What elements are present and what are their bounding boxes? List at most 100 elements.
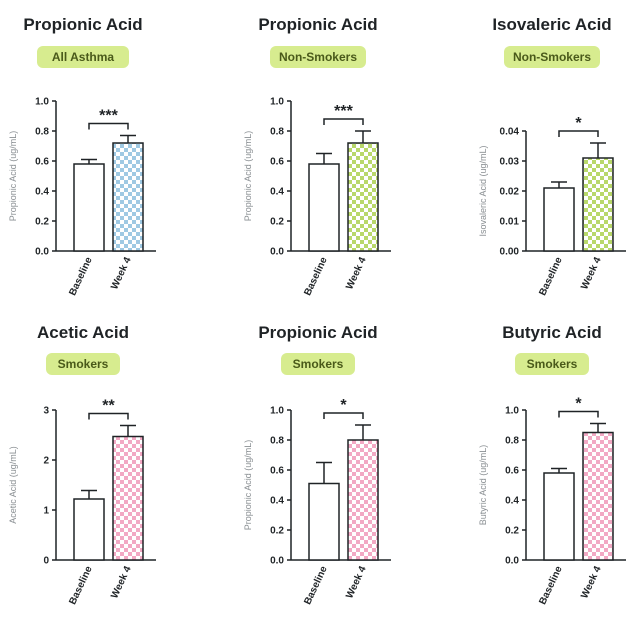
chart-title: Propionic Acid [258,323,377,342]
category-label-baseline: Baseline [302,255,330,297]
y-tick-label: 1.0 [505,406,519,417]
category-label-week4: Week 4 [579,564,604,600]
significance-bracket [558,130,599,137]
y-tick-label: 0.2 [35,217,49,228]
bar-week4 [347,142,379,252]
category-label-week4: Week 4 [344,255,369,291]
significance-bracket [88,122,129,130]
y-axis-label: Propionic Acid (ug/mL) [8,131,18,222]
category-label-week4: Week 4 [579,255,604,291]
chart-panel-4: Acetic Acid Smokers 0 1 2 3 Acetic Acid (ug/mL… [8,323,156,607]
chart-title: Acetic Acid [37,323,129,342]
chart-panel-3: Isovaleric Acid Non-Smokers 0.00 0.01 0.02 0.… [478,15,626,298]
y-tick-label: 0.02 [500,187,520,198]
chart-title: Isovaleric Acid [492,15,611,34]
y-tick-label: 0.4 [270,187,284,198]
significance-bracket [323,412,364,419]
y-tick-label: 0 [43,556,49,567]
group-badge [515,353,589,375]
group-badge [270,46,366,68]
y-tick-label: 0.4 [505,496,519,507]
y-tick-label: 0.6 [35,157,49,168]
y-tick-label: 0.6 [505,466,519,477]
y-tick-label: 1.0 [270,406,284,417]
bar-week4 [582,431,614,561]
bar-baseline [308,482,340,561]
category-label-week4: Week 4 [109,564,134,600]
category-label-week4: Week 4 [109,255,134,291]
y-axis-label: Propionic Acid (ug/mL) [243,131,253,222]
bar-baseline [543,472,575,561]
y-tick-label: 0.8 [270,127,284,138]
chart-panel-6: Butyric Acid Smokers 0.0 0.2 0.4 0.6 0.8 1.0 But… [478,323,626,607]
y-tick-label: 0.0 [270,247,284,258]
bar-baseline [73,498,105,561]
y-tick-label: 1.0 [270,97,284,108]
y-tick-label: 0.8 [505,436,519,447]
y-tick-label: 0.6 [270,157,284,168]
bar-week4 [347,439,379,561]
category-label-baseline: Baseline [537,255,565,297]
group-badge [281,353,355,375]
significance-stars: ** [102,398,115,415]
bar-baseline [543,187,575,252]
bar-baseline [73,163,105,252]
significance-bracket [558,410,599,418]
category-label-baseline: Baseline [67,255,95,297]
y-axis-label: Propionic Acid (ug/mL) [243,440,253,531]
significance-stars: * [575,115,582,132]
y-tick-label: 0.0 [270,556,284,567]
y-tick-label: 0.0 [35,247,49,258]
y-axis-label: Acetic Acid (ug/mL) [8,446,18,524]
y-tick-label: 0.2 [505,526,519,537]
significance-bracket [88,412,129,420]
y-tick-label: 0.8 [270,436,284,447]
y-tick-label: 0.2 [270,217,284,228]
bar-week4 [112,435,144,561]
y-tick-label: 0.6 [270,466,284,477]
y-axis-label: Isovaleric Acid (ug/mL) [478,145,488,236]
group-badge-label: All Asthma [52,50,115,64]
group-badge-label: Smokers [58,357,109,371]
chart-panel-2: Propionic Acid Non-Smokers 0.0 0.2 0.4 0.6 0.8… [243,15,391,298]
significance-bracket [323,118,364,125]
bar-week4 [112,142,144,252]
y-tick-label: 0.0 [505,556,519,567]
group-badge-label: Non-Smokers [513,50,591,64]
y-tick-label: 0.03 [500,157,520,168]
group-badge-label: Smokers [527,357,578,371]
y-tick-label: 2 [43,456,49,467]
category-label-baseline: Baseline [537,564,565,606]
group-badge [46,353,120,375]
y-tick-label: 0.4 [35,187,49,198]
group-badge-label: Smokers [293,357,344,371]
chart-title: Propionic Acid [23,15,142,34]
significance-stars: *** [99,108,118,125]
bar-week4 [582,157,614,252]
bar-baseline [308,163,340,252]
significance-stars: * [340,397,347,414]
chart-title: Propionic Acid [258,15,377,34]
y-tick-label: 0.2 [270,526,284,537]
group-badge [37,46,129,68]
chart-title: Butyric Acid [502,323,602,342]
y-tick-label: 1.0 [35,97,49,108]
significance-stars: * [575,396,582,413]
y-tick-label: 0.01 [500,217,520,228]
y-axis-label: Butyric Acid (ug/mL) [478,445,488,526]
chart-panel-5: Propionic Acid Smokers 0.0 0.2 0.4 0.6 0.8 1.0 P… [243,323,391,607]
y-tick-label: 0.00 [500,247,520,258]
category-label-baseline: Baseline [302,564,330,606]
chart-panel-1: Propionic Acid All Asthma 0.0 0.2 0.4 0.6 0.8 1… [8,15,156,298]
significance-stars: *** [334,103,353,120]
y-tick-label: 0.8 [35,127,49,138]
y-tick-label: 1 [43,506,49,517]
group-badge-label: Non-Smokers [279,50,357,64]
category-label-week4: Week 4 [344,564,369,600]
group-badge [504,46,600,68]
category-label-baseline: Baseline [67,564,95,606]
y-tick-label: 3 [43,406,49,417]
y-tick-label: 0.04 [500,127,520,138]
y-tick-label: 0.4 [270,496,284,507]
